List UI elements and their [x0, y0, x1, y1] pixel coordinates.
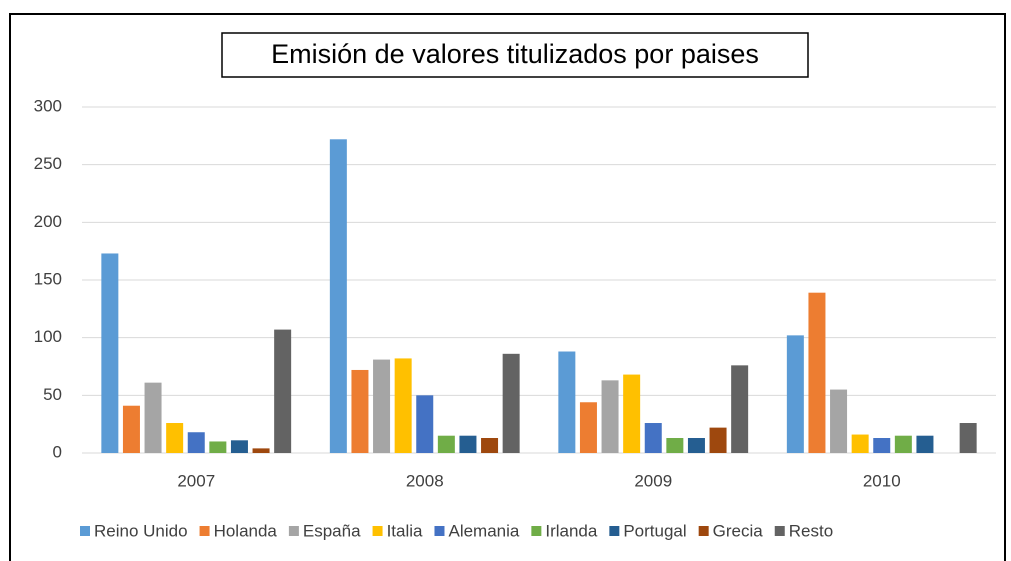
legend-label: Alemania — [448, 521, 519, 540]
bar — [122, 405, 140, 453]
y-tick-label: 100 — [34, 327, 62, 346]
bar — [786, 335, 804, 453]
bar — [394, 358, 412, 453]
legend-label: Reino Unido — [94, 521, 188, 540]
chart-border — [9, 13, 1006, 561]
bar — [916, 435, 934, 453]
bar — [873, 438, 891, 453]
bar — [209, 441, 227, 453]
legend-label: Grecia — [713, 521, 764, 540]
x-tick-label: 2007 — [177, 471, 215, 490]
legend-swatch — [80, 526, 90, 536]
legend-swatch — [698, 526, 709, 536]
chart-title: Emisión de valores titulizados por paise… — [271, 39, 759, 69]
bar — [959, 423, 977, 453]
bar — [437, 435, 455, 453]
bar — [830, 389, 848, 453]
bar — [230, 440, 248, 453]
bar — [894, 435, 912, 453]
y-tick-label: 300 — [34, 96, 62, 115]
legend-label: Resto — [789, 521, 833, 540]
legend-label: Holanda — [214, 521, 278, 540]
legend-label: Italia — [387, 521, 423, 540]
bar — [579, 402, 597, 453]
bar — [601, 380, 619, 453]
legend-swatch — [774, 526, 785, 536]
bar — [687, 438, 705, 453]
bar — [666, 438, 684, 453]
y-tick-label: 50 — [43, 385, 62, 404]
bar — [481, 438, 499, 453]
bar — [373, 359, 391, 453]
legend-swatch — [372, 526, 383, 536]
bar — [623, 374, 641, 453]
bar — [808, 292, 826, 453]
bar — [709, 427, 727, 453]
bar — [187, 432, 205, 453]
legend-swatch — [434, 526, 445, 536]
bar — [459, 435, 477, 453]
legend-label: Irlanda — [545, 521, 598, 540]
x-tick-label: 2010 — [863, 471, 901, 490]
legend-swatch — [531, 526, 542, 536]
bar — [144, 382, 162, 453]
bar — [101, 253, 119, 453]
y-tick-label: 200 — [34, 212, 62, 231]
bar — [502, 353, 520, 453]
bar — [851, 434, 869, 453]
bar — [558, 351, 576, 453]
title-box — [221, 32, 809, 78]
bar — [644, 423, 662, 453]
bar — [329, 139, 347, 453]
y-tick-label: 250 — [34, 154, 62, 173]
legend-swatch — [609, 526, 620, 536]
legend-swatch — [288, 526, 299, 536]
bar — [166, 423, 184, 453]
y-tick-label: 0 — [53, 442, 62, 461]
bar — [274, 329, 292, 453]
bar — [731, 365, 749, 453]
bar — [416, 395, 434, 453]
x-tick-label: 2009 — [634, 471, 672, 490]
bar — [351, 369, 369, 453]
legend-swatch — [199, 526, 210, 536]
bar — [252, 448, 270, 453]
legend-label: España — [303, 521, 361, 540]
x-tick-label: 2008 — [406, 471, 444, 490]
legend-label: Portugal — [623, 521, 686, 540]
y-tick-label: 150 — [34, 269, 62, 288]
